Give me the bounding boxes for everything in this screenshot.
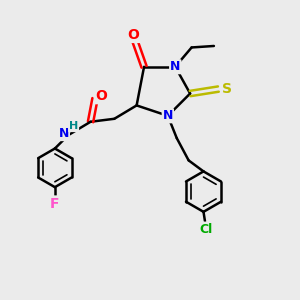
Text: F: F xyxy=(50,196,60,211)
Text: S: S xyxy=(222,82,232,96)
Text: N: N xyxy=(170,60,181,73)
Text: H: H xyxy=(69,121,78,131)
Text: Cl: Cl xyxy=(200,223,213,236)
Text: N: N xyxy=(163,109,173,122)
Text: O: O xyxy=(96,89,107,103)
Text: N: N xyxy=(58,127,69,140)
Text: O: O xyxy=(128,28,140,42)
